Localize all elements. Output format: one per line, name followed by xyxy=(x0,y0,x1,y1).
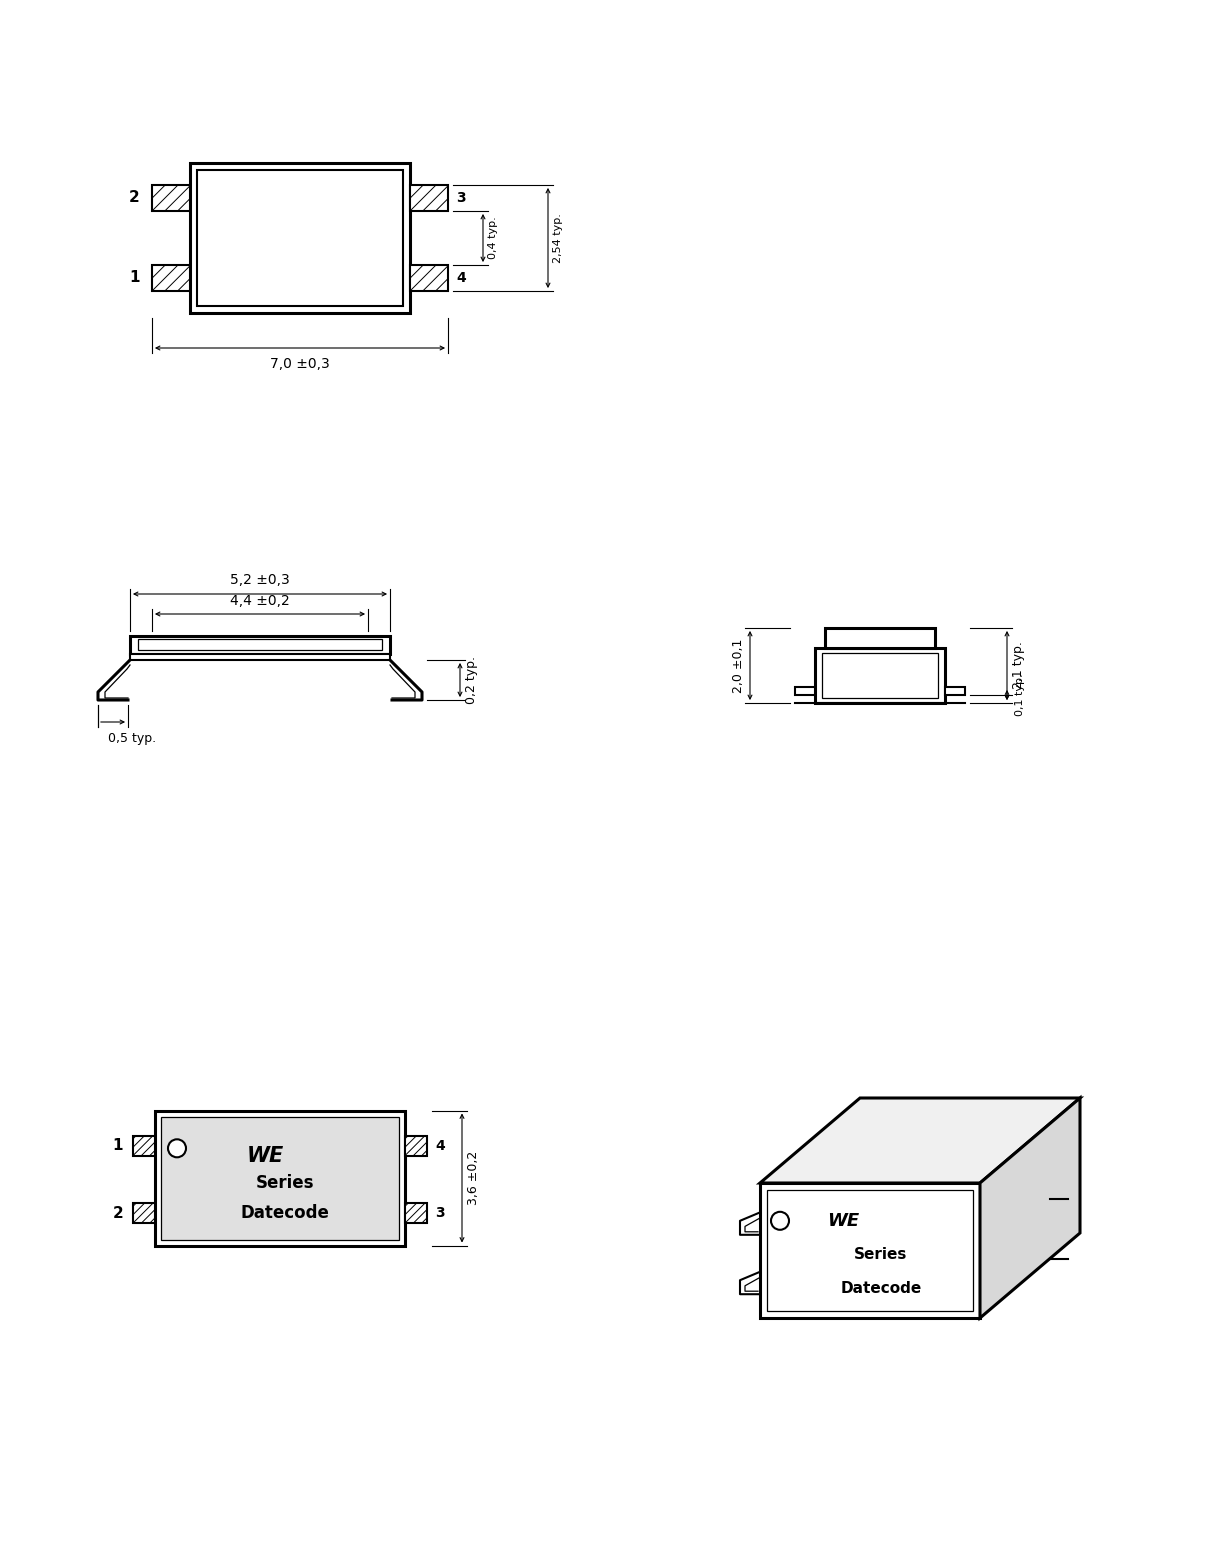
Text: 1: 1 xyxy=(113,1137,123,1153)
Bar xyxy=(410,185,449,210)
Text: 2,0 ±0,1: 2,0 ±0,1 xyxy=(732,639,745,693)
Text: Series: Series xyxy=(854,1246,908,1262)
Text: 1: 1 xyxy=(129,271,140,285)
Text: Datecode: Datecode xyxy=(241,1204,329,1221)
Bar xyxy=(155,1111,406,1245)
Bar xyxy=(410,265,449,291)
Text: 4,4 ±0,2: 4,4 ±0,2 xyxy=(230,594,290,608)
Text: WE: WE xyxy=(827,1212,859,1229)
Text: 3: 3 xyxy=(435,1206,445,1220)
Text: 0,1 typ.: 0,1 typ. xyxy=(1015,673,1025,717)
Bar xyxy=(760,1183,980,1318)
Text: Datecode: Datecode xyxy=(841,1281,922,1296)
Bar xyxy=(825,628,935,648)
Bar xyxy=(152,185,190,210)
Text: 0,5 typ.: 0,5 typ. xyxy=(108,732,156,745)
Text: 3,6 ±0,2: 3,6 ±0,2 xyxy=(467,1151,479,1206)
Bar xyxy=(138,639,382,650)
Bar xyxy=(152,265,190,291)
Polygon shape xyxy=(980,1098,1080,1318)
Text: 2,1 typ.: 2,1 typ. xyxy=(1011,642,1025,690)
Bar xyxy=(161,1117,399,1240)
Text: 7,0 ±0,3: 7,0 ±0,3 xyxy=(270,357,329,371)
Bar xyxy=(822,653,938,698)
Text: Series: Series xyxy=(256,1175,315,1192)
Text: 0,2 typ.: 0,2 typ. xyxy=(465,656,478,704)
Text: WE: WE xyxy=(246,1147,284,1165)
Bar xyxy=(133,1203,155,1223)
Bar xyxy=(815,648,945,703)
Text: 2: 2 xyxy=(112,1206,123,1220)
Bar xyxy=(130,654,390,661)
Text: 4: 4 xyxy=(435,1139,445,1153)
Bar xyxy=(133,1136,155,1156)
Circle shape xyxy=(771,1212,789,1229)
Text: 4: 4 xyxy=(456,271,466,285)
Circle shape xyxy=(168,1139,186,1158)
Bar xyxy=(406,1136,426,1156)
Text: 0,4 typ.: 0,4 typ. xyxy=(488,217,498,259)
Bar xyxy=(190,164,410,313)
Bar xyxy=(197,170,403,305)
Bar xyxy=(945,687,965,695)
Bar xyxy=(406,1203,426,1223)
Text: 2: 2 xyxy=(129,190,140,206)
Text: 3: 3 xyxy=(456,192,466,206)
Text: 5,2 ±0,3: 5,2 ±0,3 xyxy=(230,573,290,587)
Polygon shape xyxy=(760,1098,1080,1183)
Bar xyxy=(130,636,390,654)
Bar xyxy=(767,1190,973,1310)
Text: 2,54 typ.: 2,54 typ. xyxy=(553,213,563,263)
Bar xyxy=(795,687,815,695)
